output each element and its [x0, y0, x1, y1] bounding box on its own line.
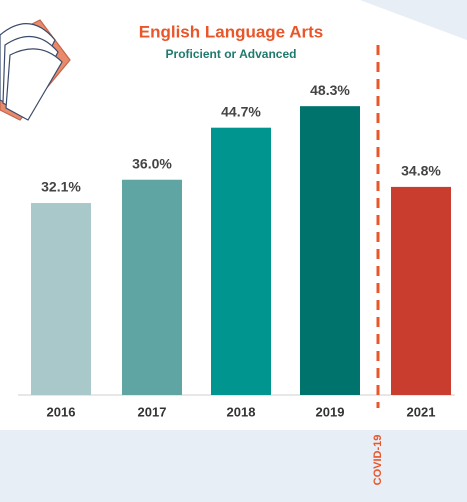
book-illustration [0, 19, 71, 121]
value-label: 34.8% [401, 163, 441, 179]
x-tick-label: 2018 [227, 404, 256, 419]
bar [122, 179, 182, 395]
value-label: 48.3% [310, 82, 350, 98]
x-tick-label: 2016 [47, 404, 76, 419]
bar [391, 186, 451, 395]
chart-subtitle: Proficient or Advanced [166, 47, 297, 61]
bar [31, 203, 91, 395]
value-label: 32.1% [41, 179, 81, 195]
bar [300, 106, 360, 395]
annotation: COVID-19 [372, 435, 384, 486]
value-label: 44.7% [221, 103, 261, 119]
bar [211, 127, 271, 395]
chart-title: English Language Arts [139, 22, 324, 41]
x-tick-label: 2021 [407, 404, 436, 419]
value-label: 36.0% [132, 155, 172, 171]
x-tick-label: 2019 [316, 404, 345, 419]
x-tick-label: 2017 [138, 404, 167, 419]
